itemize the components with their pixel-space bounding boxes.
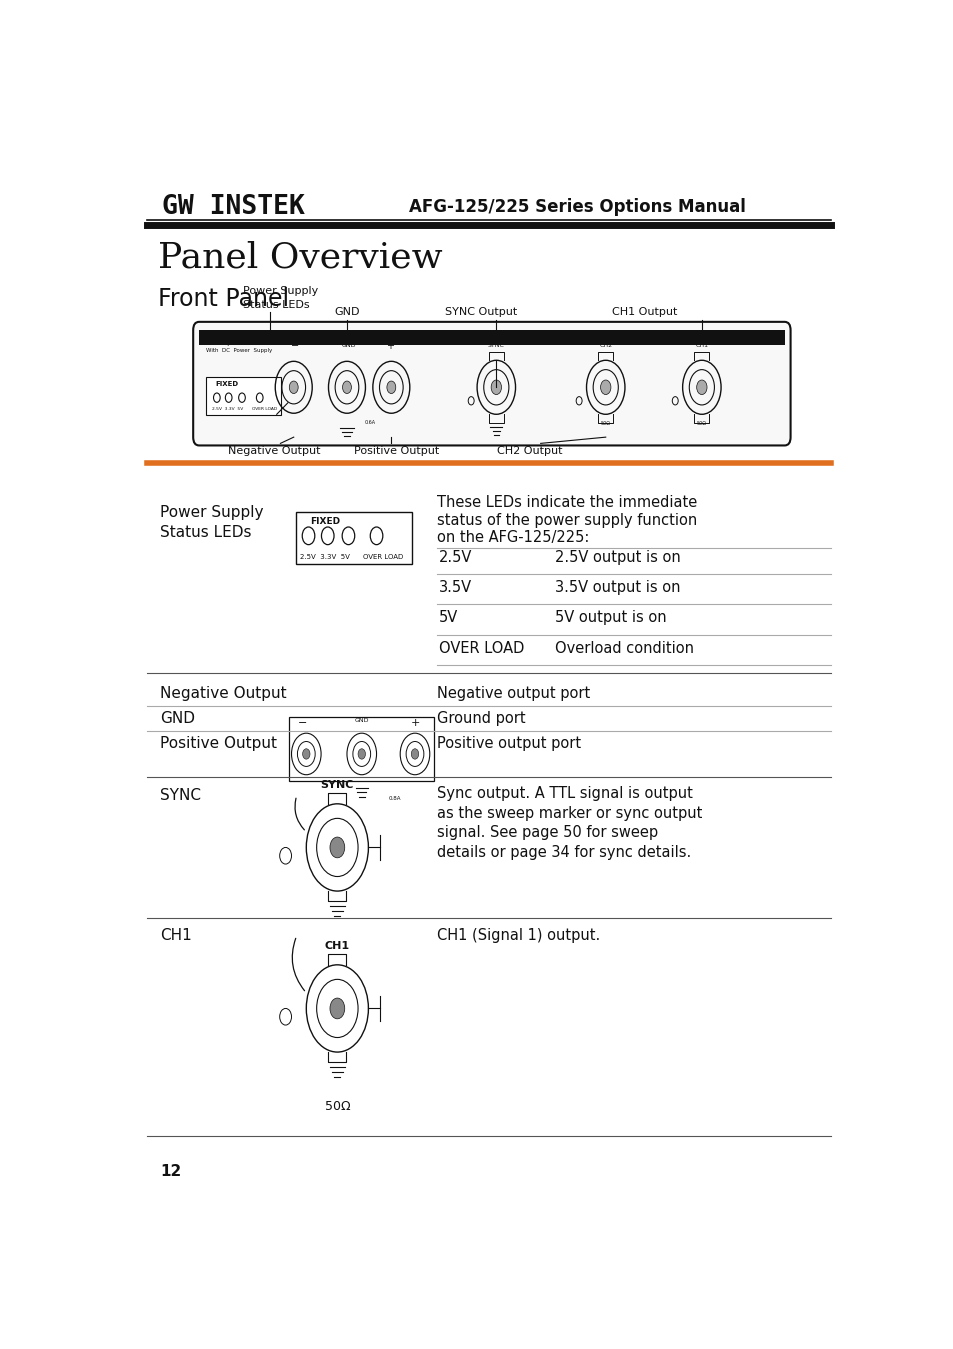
Text: GND: GND xyxy=(341,343,355,348)
Text: CH2: CH2 xyxy=(598,343,612,348)
Text: Overload condition: Overload condition xyxy=(555,641,694,656)
Text: OVER LOAD: OVER LOAD xyxy=(363,553,403,560)
Text: Negative Output: Negative Output xyxy=(228,445,320,456)
Text: 50Ω: 50Ω xyxy=(324,1099,350,1113)
Text: 3.5V output is on: 3.5V output is on xyxy=(555,580,680,595)
FancyBboxPatch shape xyxy=(206,376,281,415)
Text: Power Supply: Power Supply xyxy=(160,506,263,521)
Text: 2.5V  3.3V  5V: 2.5V 3.3V 5V xyxy=(213,407,243,411)
Text: Negative output port: Negative output port xyxy=(436,687,590,701)
Text: Positive Output: Positive Output xyxy=(160,737,276,751)
Circle shape xyxy=(696,380,706,394)
Text: Arbitrary  Function  Generator: Arbitrary Function Generator xyxy=(206,341,289,347)
Text: Status LEDs: Status LEDs xyxy=(243,301,310,310)
Text: 2.5V output is on: 2.5V output is on xyxy=(555,550,680,565)
Text: 50Ω: 50Ω xyxy=(696,421,706,426)
Text: SYNC: SYNC xyxy=(487,343,504,348)
Text: These LEDs indicate the immediate: These LEDs indicate the immediate xyxy=(436,495,697,510)
Text: CH1 Output: CH1 Output xyxy=(611,308,677,317)
Text: AFG-125/225 Series Options Manual: AFG-125/225 Series Options Manual xyxy=(409,197,745,216)
Bar xyxy=(199,331,783,345)
Text: as the sweep marker or sync output: as the sweep marker or sync output xyxy=(436,805,701,820)
Text: GND: GND xyxy=(355,718,369,723)
Text: SYNC: SYNC xyxy=(320,780,354,791)
Circle shape xyxy=(411,749,418,759)
Text: +: + xyxy=(385,341,394,351)
Text: on the AFG-125/225:: on the AFG-125/225: xyxy=(436,530,589,545)
Text: CH1: CH1 xyxy=(324,942,350,951)
Circle shape xyxy=(330,998,344,1018)
Text: status of the power supply function: status of the power supply function xyxy=(436,513,697,527)
Text: 5V output is on: 5V output is on xyxy=(555,610,666,626)
Text: 0.8A: 0.8A xyxy=(389,796,401,801)
Text: GND: GND xyxy=(334,308,359,317)
Text: −: − xyxy=(297,718,307,728)
Text: CH1: CH1 xyxy=(160,928,192,943)
Text: 50Ω: 50Ω xyxy=(600,421,610,426)
Text: CH1: CH1 xyxy=(695,343,708,348)
Text: Status LEDs: Status LEDs xyxy=(160,525,252,540)
Text: Panel Overview: Panel Overview xyxy=(157,240,442,274)
Circle shape xyxy=(289,380,298,394)
Circle shape xyxy=(330,836,344,858)
Text: SYNC Output: SYNC Output xyxy=(445,308,517,317)
Text: FIXED: FIXED xyxy=(215,382,238,387)
Circle shape xyxy=(600,380,610,394)
Text: 2.5V  3.3V  5V: 2.5V 3.3V 5V xyxy=(300,553,350,560)
Text: 3.5V: 3.5V xyxy=(438,580,472,595)
Text: Sync output. A TTL signal is output: Sync output. A TTL signal is output xyxy=(436,786,692,801)
Text: 12: 12 xyxy=(160,1164,181,1179)
Text: +: + xyxy=(410,718,419,728)
Text: Positive Output: Positive Output xyxy=(354,445,438,456)
Text: 2.5V: 2.5V xyxy=(438,550,472,565)
Circle shape xyxy=(302,749,310,759)
Text: CH1 (Signal 1) output.: CH1 (Signal 1) output. xyxy=(436,928,599,943)
Text: Negative Output: Negative Output xyxy=(160,687,286,701)
Text: Ground port: Ground port xyxy=(436,711,525,726)
Text: Positive output port: Positive output port xyxy=(436,737,580,751)
Circle shape xyxy=(491,380,501,394)
FancyBboxPatch shape xyxy=(193,322,790,445)
Text: details or page 34 for sync details.: details or page 34 for sync details. xyxy=(436,844,691,861)
Text: Front Panel: Front Panel xyxy=(157,287,289,312)
Text: With  DC  Power  Supply: With DC Power Supply xyxy=(206,348,273,353)
Text: −: − xyxy=(291,341,299,351)
Circle shape xyxy=(357,749,365,759)
FancyBboxPatch shape xyxy=(288,716,434,781)
Text: GW INSTEK: GW INSTEK xyxy=(162,193,305,220)
Circle shape xyxy=(387,380,395,394)
Text: OVER LOAD: OVER LOAD xyxy=(252,407,277,411)
Text: FIXED: FIXED xyxy=(310,517,340,526)
Text: Power Supply: Power Supply xyxy=(243,286,318,295)
Text: 0.6A: 0.6A xyxy=(365,420,375,425)
Text: GND: GND xyxy=(160,711,194,726)
Text: 5V: 5V xyxy=(438,610,457,626)
Text: CH2 Output: CH2 Output xyxy=(497,445,561,456)
FancyBboxPatch shape xyxy=(295,511,412,564)
Circle shape xyxy=(342,380,351,394)
Text: signal. See page 50 for sweep: signal. See page 50 for sweep xyxy=(436,826,658,840)
Text: SYNC: SYNC xyxy=(160,788,201,803)
Text: OVER LOAD: OVER LOAD xyxy=(438,641,523,656)
